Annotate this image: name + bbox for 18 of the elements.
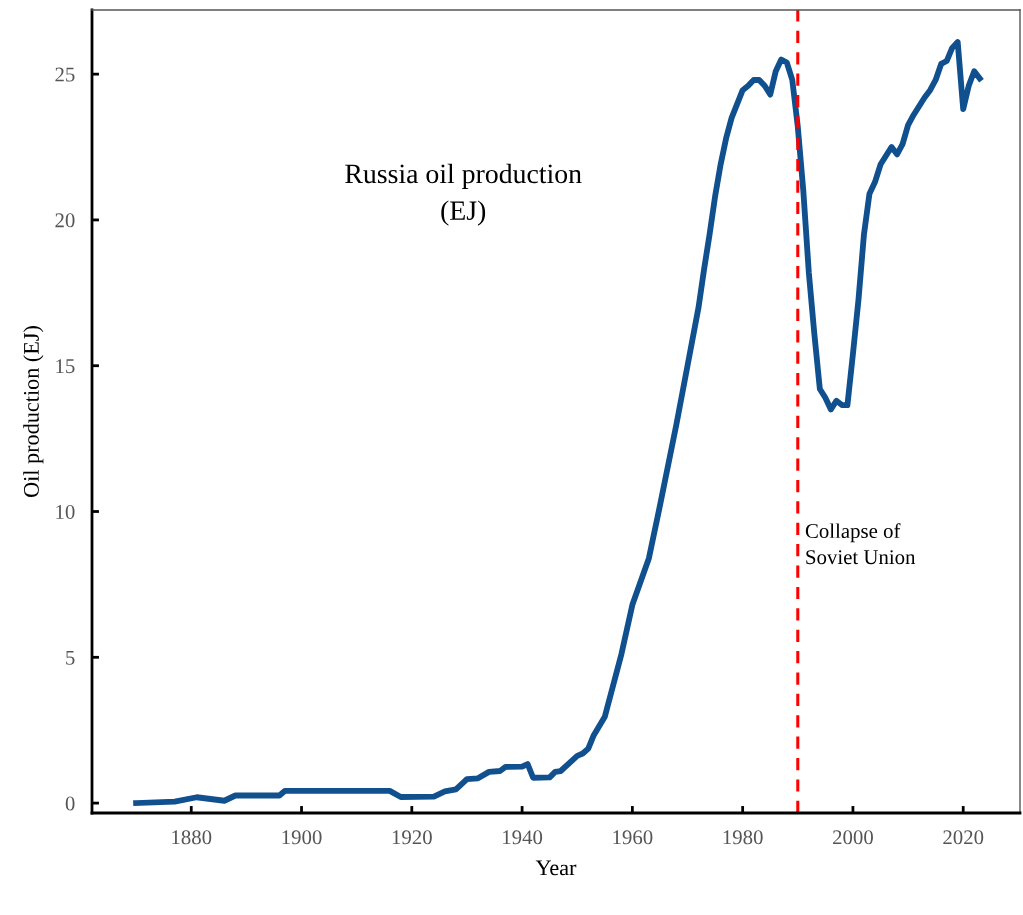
text: Russia oil production (EJ)	[345, 163, 582, 226]
y-tick-label: 10	[56, 504, 75, 519]
y-tick-label: 20	[55, 213, 75, 228]
y-tick-label: 5	[66, 650, 75, 665]
x-tick-label: 1920	[392, 830, 432, 845]
ref-line-label: Collapse of Soviet Union	[805, 523, 916, 565]
y-tick-label: 15	[56, 359, 75, 374]
y-tick-label: 0	[65, 796, 75, 811]
x-tick-label: 2020	[943, 830, 984, 845]
x-tick-label: 1960	[613, 830, 653, 845]
y-axis-title: Oil production (EJ)	[23, 326, 44, 497]
x-tick-label: 1940	[503, 830, 543, 845]
x-axis-title: Year	[535, 860, 577, 876]
x-tick-label: 1980	[723, 830, 763, 845]
x-tick-label: 2000	[833, 830, 873, 845]
x-tick-label: 1880	[172, 830, 212, 845]
x-tick-label: 1900	[282, 830, 322, 845]
y-tick-label: 25	[55, 67, 75, 82]
